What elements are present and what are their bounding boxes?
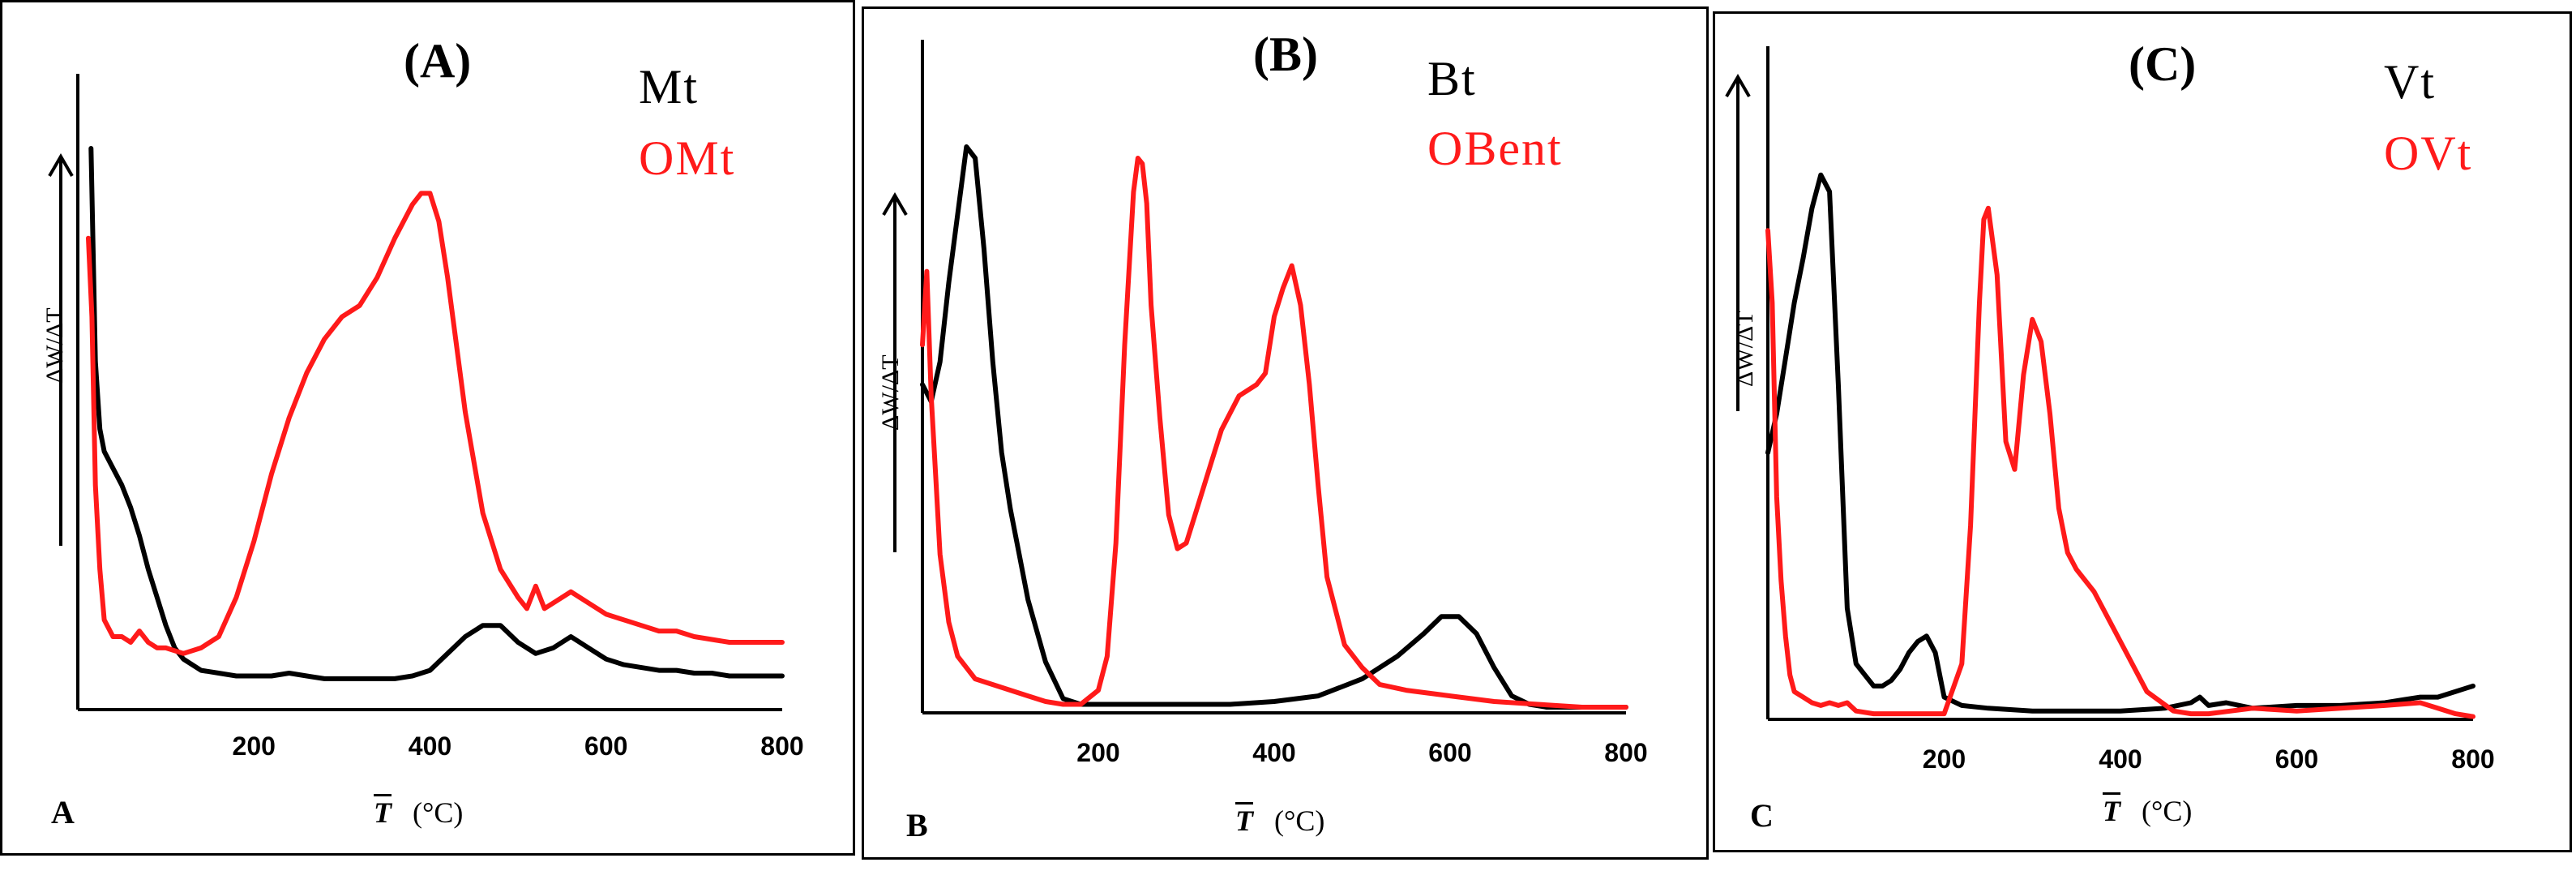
chart-panel-c: 200 400 600 800 (C) Vt OVt ΔW/ΔT C T (°C) [1713, 11, 2572, 852]
x-tick-label-a-600: 600 [584, 732, 627, 761]
chart-panel-b: 200 400 600 800 (B) Bt OBent ΔW/ΔT B T (°C) [862, 6, 1709, 860]
x-tick-label-b-600: 600 [1428, 738, 1471, 767]
panel-corner-label-c: C [1750, 797, 1774, 834]
panel-corner-label-a: A [51, 794, 75, 830]
chart-svg-b: 200 400 600 800 [882, 40, 1648, 767]
panel-corner-label-b: B [906, 807, 928, 843]
x-axis-label-c: T (°C) [2103, 794, 2192, 828]
legend-entry-ovt: OVt [2384, 127, 2473, 180]
x-tick-label-a-400: 400 [409, 732, 451, 761]
x-axis-symbol-b: T [1235, 804, 1253, 837]
x-tick-label-b-200: 200 [1076, 738, 1119, 767]
y-arrow-head-c [1725, 74, 1751, 98]
x-tick-label-a-800: 800 [760, 732, 803, 761]
series-line-mt [88, 146, 785, 681]
y-arrow-head-a [48, 153, 74, 178]
y-axis-label-b: ΔW/ΔT [877, 354, 904, 431]
series-line-ovt [1765, 205, 2475, 719]
x-axis-label-b: T (°C) [1235, 804, 1324, 838]
x-tick-label-c-200: 200 [1923, 744, 1966, 774]
legend-entry-vt: Vt [2384, 55, 2436, 109]
legend-entry-omt: OMt [639, 131, 736, 185]
x-tick-label-c-800: 800 [2451, 744, 2494, 774]
x-tick-label-b-800: 800 [1604, 738, 1647, 767]
chart-panel-a: 200 400 600 800 (A) Mt OMt ΔW/ΔT A T (°C) [0, 0, 855, 856]
chart-title-c: (C) [2129, 37, 2197, 91]
y-arrow-head-b [882, 192, 908, 217]
y-axis-label-c: ΔW/ΔT [1731, 311, 1758, 387]
x-tick-label-a-200: 200 [233, 732, 276, 761]
x-axis-label-a: T (°C) [374, 796, 463, 830]
x-tick-label-c-600: 600 [2275, 744, 2318, 774]
y-axis-label-a: ΔW/ΔT [41, 307, 68, 384]
series-line-obent [920, 156, 1628, 710]
chart-title-b: (B) [1253, 28, 1318, 81]
series-line-vt [1765, 172, 2475, 714]
legend-entry-bt: Bt [1427, 52, 1477, 105]
x-axis-unit-a: (°C) [413, 796, 464, 829]
x-axis-symbol-c: T [2103, 795, 2120, 827]
x-axis-symbol-a: T [374, 796, 392, 829]
x-tick-label-c-400: 400 [2099, 744, 2142, 774]
chart-title-a: (A) [404, 34, 472, 88]
legend-entry-mt: Mt [639, 60, 700, 114]
x-axis-unit-b: (°C) [1274, 804, 1325, 837]
series-line-omt [86, 191, 785, 656]
chart-svg-c: 200 400 600 800 [1725, 46, 2495, 774]
x-axis-unit-c: (°C) [2142, 795, 2193, 827]
x-tick-label-b-400: 400 [1252, 738, 1295, 767]
chart-svg-a: 200 400 600 800 [48, 74, 804, 761]
legend-entry-obent: OBent [1427, 122, 1563, 175]
series-line-bt [920, 144, 1628, 710]
